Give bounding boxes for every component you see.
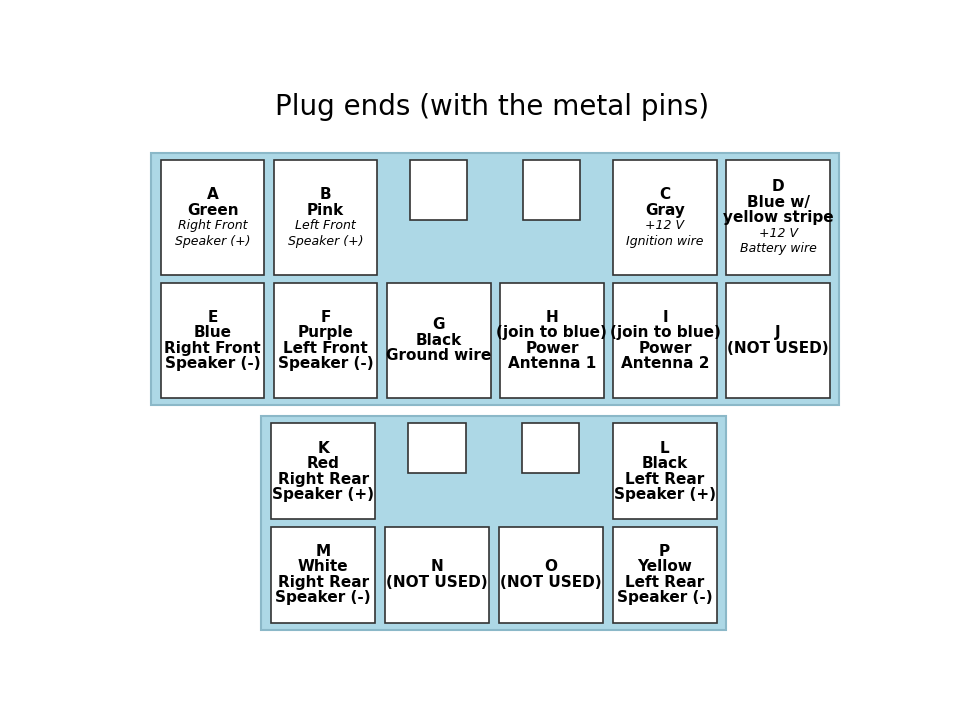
Text: Power: Power xyxy=(638,341,692,356)
Text: C: C xyxy=(660,187,670,202)
Text: Right Rear: Right Rear xyxy=(277,575,369,590)
FancyBboxPatch shape xyxy=(161,283,264,398)
FancyBboxPatch shape xyxy=(271,526,375,623)
Text: (NOT USED): (NOT USED) xyxy=(386,575,488,590)
Text: Blue w/: Blue w/ xyxy=(747,195,809,210)
Text: Left Rear: Left Rear xyxy=(625,472,705,487)
Text: Yellow: Yellow xyxy=(637,559,692,575)
FancyBboxPatch shape xyxy=(523,160,581,220)
Text: K: K xyxy=(317,441,329,456)
Text: (join to blue): (join to blue) xyxy=(496,325,608,340)
Text: Speaker (+): Speaker (+) xyxy=(288,235,364,248)
Text: Left Front: Left Front xyxy=(296,219,356,232)
FancyBboxPatch shape xyxy=(387,283,491,398)
Text: Left Front: Left Front xyxy=(283,341,368,356)
Text: +12 V: +12 V xyxy=(758,227,798,240)
Text: A: A xyxy=(206,187,219,202)
Text: White: White xyxy=(298,559,348,575)
Text: Power: Power xyxy=(525,341,579,356)
Text: Speaker (+): Speaker (+) xyxy=(613,487,715,503)
Text: E: E xyxy=(207,310,218,325)
Text: J: J xyxy=(776,325,780,340)
Text: Ignition wire: Ignition wire xyxy=(626,235,704,248)
Text: Purple: Purple xyxy=(298,325,353,340)
FancyBboxPatch shape xyxy=(613,283,717,398)
FancyBboxPatch shape xyxy=(410,160,468,220)
Text: Antenna 2: Antenna 2 xyxy=(621,356,709,371)
Text: N: N xyxy=(431,559,444,575)
Text: (NOT USED): (NOT USED) xyxy=(500,575,602,590)
Text: Speaker (+): Speaker (+) xyxy=(272,487,374,503)
Text: Speaker (-): Speaker (-) xyxy=(277,356,373,371)
Text: Pink: Pink xyxy=(307,202,345,217)
Text: H: H xyxy=(545,310,559,325)
Text: Red: Red xyxy=(306,456,340,471)
Text: Plug ends (with the metal pins): Plug ends (with the metal pins) xyxy=(275,94,709,122)
FancyBboxPatch shape xyxy=(408,423,466,473)
FancyBboxPatch shape xyxy=(161,160,264,276)
Text: I: I xyxy=(662,310,668,325)
Text: Left Rear: Left Rear xyxy=(625,575,705,590)
Text: Battery wire: Battery wire xyxy=(739,243,817,256)
Text: Blue: Blue xyxy=(194,325,231,340)
Text: Black: Black xyxy=(641,456,687,471)
FancyBboxPatch shape xyxy=(261,416,727,630)
Text: P: P xyxy=(660,544,670,559)
Text: Green: Green xyxy=(187,202,238,217)
FancyBboxPatch shape xyxy=(727,160,829,276)
Text: (NOT USED): (NOT USED) xyxy=(728,341,828,356)
Text: O: O xyxy=(544,559,557,575)
Text: Speaker (-): Speaker (-) xyxy=(276,590,371,606)
FancyBboxPatch shape xyxy=(727,283,829,398)
FancyBboxPatch shape xyxy=(522,423,580,473)
FancyBboxPatch shape xyxy=(271,423,375,519)
Text: F: F xyxy=(321,310,331,325)
FancyBboxPatch shape xyxy=(152,153,839,405)
Text: Ground wire: Ground wire xyxy=(386,348,492,364)
Text: G: G xyxy=(433,318,445,333)
Text: D: D xyxy=(772,179,784,194)
FancyBboxPatch shape xyxy=(613,160,717,276)
Text: yellow stripe: yellow stripe xyxy=(723,210,833,225)
FancyBboxPatch shape xyxy=(612,423,717,519)
FancyBboxPatch shape xyxy=(274,283,377,398)
Text: Right Front: Right Front xyxy=(178,219,248,232)
FancyBboxPatch shape xyxy=(385,526,489,623)
Text: B: B xyxy=(320,187,331,202)
Text: +12 V: +12 V xyxy=(645,219,684,232)
FancyBboxPatch shape xyxy=(498,526,603,623)
Text: Speaker (+): Speaker (+) xyxy=(175,235,251,248)
Text: Right Rear: Right Rear xyxy=(277,472,369,487)
FancyBboxPatch shape xyxy=(274,160,377,276)
Text: Gray: Gray xyxy=(645,202,684,217)
Text: Antenna 1: Antenna 1 xyxy=(508,356,596,371)
Text: L: L xyxy=(660,441,669,456)
FancyBboxPatch shape xyxy=(500,283,604,398)
Text: M: M xyxy=(316,544,330,559)
Text: Right Front: Right Front xyxy=(164,341,261,356)
Text: Speaker (-): Speaker (-) xyxy=(616,590,712,606)
Text: (join to blue): (join to blue) xyxy=(610,325,720,340)
FancyBboxPatch shape xyxy=(612,526,717,623)
Text: Black: Black xyxy=(416,333,462,348)
Text: Speaker (-): Speaker (-) xyxy=(165,356,260,371)
